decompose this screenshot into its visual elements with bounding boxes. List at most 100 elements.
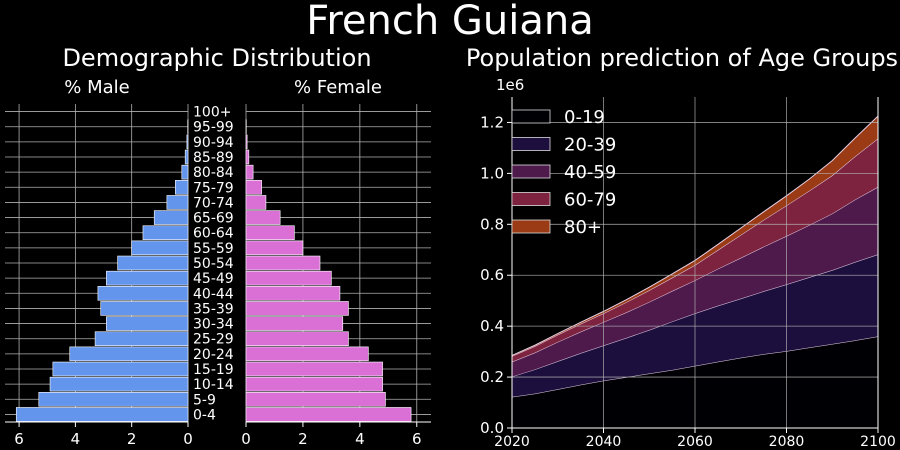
male-bar-5-9 xyxy=(38,392,189,407)
age-label-50-54: 50-54 xyxy=(193,256,234,272)
male-bar-50-54 xyxy=(117,255,189,271)
legend-label-20-39: 20-39 xyxy=(564,135,616,156)
male-bar-25-29 xyxy=(94,331,189,346)
area-y-tick-label: 0.4 xyxy=(480,317,504,335)
male-bar-20-24 xyxy=(69,346,189,362)
age-label-70-74: 70-74 xyxy=(193,195,234,211)
age-label-85-89: 85-89 xyxy=(193,150,234,166)
pyramid-title: Demographic Distribution xyxy=(62,44,371,72)
male-bar-70-74 xyxy=(166,195,189,210)
female-bar-45-49 xyxy=(245,270,332,286)
legend-swatch-0-19 xyxy=(511,109,551,124)
female-bar-85-89 xyxy=(245,149,250,165)
female-bar-75-79 xyxy=(245,180,262,195)
age-label-100+: 100+ xyxy=(193,105,231,121)
age-label-20-24: 20-24 xyxy=(193,347,234,363)
female-bars xyxy=(245,119,412,422)
male-bar-60-64 xyxy=(142,225,189,240)
female-bar-20-24 xyxy=(245,346,369,362)
area-x-tick-label: 2080 xyxy=(769,434,805,450)
age-label-95-99: 95-99 xyxy=(193,120,234,136)
legend-swatch-80+ xyxy=(511,219,551,234)
female-tick-label: 4 xyxy=(355,430,365,448)
area-y-tick-label: 0.8 xyxy=(480,215,504,233)
female-tick-label: 6 xyxy=(412,430,422,448)
male-bar-85-89 xyxy=(184,149,189,165)
age-label-30-34: 30-34 xyxy=(193,317,234,333)
male-bars xyxy=(15,119,189,422)
male-bar-65-69 xyxy=(153,210,189,225)
age-label-55-59: 55-59 xyxy=(193,241,234,257)
male-bar-40-44 xyxy=(97,286,189,301)
legend-swatch-40-59 xyxy=(511,164,551,179)
male-bar-75-79 xyxy=(175,180,189,195)
female-bar-60-64 xyxy=(245,225,295,240)
female-tick-label: 2 xyxy=(298,430,308,448)
area-x-tick-label: 2060 xyxy=(677,434,713,450)
male-tick-label: 6 xyxy=(14,430,24,448)
female-bar-55-59 xyxy=(245,240,304,256)
female-bar-15-19 xyxy=(245,361,383,377)
area-x-tick-label: 2020 xyxy=(494,434,530,450)
male-bar-0-4 xyxy=(15,407,189,422)
age-label-25-29: 25-29 xyxy=(193,332,234,348)
legend: 0-19 20-39 40-59 60-79 80+ xyxy=(511,107,616,238)
area-x-tick-label: 2040 xyxy=(586,434,622,450)
projection-title: Population prediction of Age Groups xyxy=(466,44,898,72)
area-y-tick-label: 1.0 xyxy=(480,164,504,182)
legend-label-40-59: 40-59 xyxy=(564,162,616,183)
female-bar-30-34 xyxy=(245,316,344,331)
legend-label-0-19: 0-19 xyxy=(564,107,605,128)
pyramid-chart: Demographic Distribution % Male % Female… xyxy=(5,44,431,448)
male-tick-label: 4 xyxy=(71,430,81,448)
female-bar-0-4 xyxy=(245,407,412,422)
legend-label-80+: 80+ xyxy=(564,217,602,238)
area-ticks: 2020 2040 2060 2080 2100 0.0 0.2 0.4 0.6 0.8 1.0 1.… xyxy=(480,113,896,450)
age-label-40-44: 40-44 xyxy=(193,286,234,302)
male-bar-30-34 xyxy=(106,316,189,331)
female-tick-label: 0 xyxy=(241,430,251,448)
female-bar-90-94 xyxy=(245,134,248,150)
male-tick-label: 0 xyxy=(183,430,193,448)
female-bar-25-29 xyxy=(245,331,349,346)
age-label-0-4: 0-4 xyxy=(193,407,216,423)
female-bar-65-69 xyxy=(245,210,281,225)
legend-swatch-60-79 xyxy=(511,192,551,206)
male-bar-80-84 xyxy=(181,164,189,180)
female-bar-80-84 xyxy=(245,164,254,180)
female-bar-40-44 xyxy=(245,286,341,301)
age-label-60-64: 60-64 xyxy=(193,226,234,242)
male-bar-90-94 xyxy=(186,134,189,150)
female-bar-70-74 xyxy=(245,195,267,210)
area-y-tick-label: 0.2 xyxy=(480,368,504,386)
male-bar-45-49 xyxy=(106,270,189,286)
female-axis-label: % Female xyxy=(294,77,382,98)
male-axis-label: % Male xyxy=(64,77,129,98)
male-tick-label: 2 xyxy=(127,430,137,448)
age-label-80-84: 80-84 xyxy=(193,165,234,181)
age-label-45-49: 45-49 xyxy=(193,271,234,287)
female-bar-5-9 xyxy=(245,392,386,407)
age-label-35-39: 35-39 xyxy=(193,301,234,317)
projection-chart: Population prediction of Age Groups 1e6 … xyxy=(466,44,898,450)
area-y-tick-label: 0.0 xyxy=(480,419,504,437)
legend-label-60-79: 60-79 xyxy=(564,190,616,211)
age-label-65-69: 65-69 xyxy=(193,211,234,227)
legend-swatch-20-39 xyxy=(511,137,551,151)
y-scale-label: 1e6 xyxy=(496,76,524,94)
female-bar-10-14 xyxy=(245,376,383,392)
female-x-ticks: 0 2 4 6 xyxy=(241,422,422,448)
female-bar-50-54 xyxy=(245,255,321,271)
age-label-15-19: 15-19 xyxy=(193,362,234,378)
age-label-90-94: 90-94 xyxy=(193,135,234,151)
male-bar-35-39 xyxy=(100,301,189,316)
area-y-tick-label: 0.6 xyxy=(480,266,504,284)
male-bar-55-59 xyxy=(131,240,189,256)
age-label-5-9: 5-9 xyxy=(193,392,216,408)
age-label-75-79: 75-79 xyxy=(193,180,234,196)
area-y-tick-label: 1.2 xyxy=(480,113,504,131)
age-label-10-14: 10-14 xyxy=(193,377,234,393)
male-bar-15-19 xyxy=(52,361,189,377)
female-bar-35-39 xyxy=(245,301,349,316)
age-labels: 0-45-910-1415-1920-2425-2930-3435-3940-4… xyxy=(193,105,234,424)
